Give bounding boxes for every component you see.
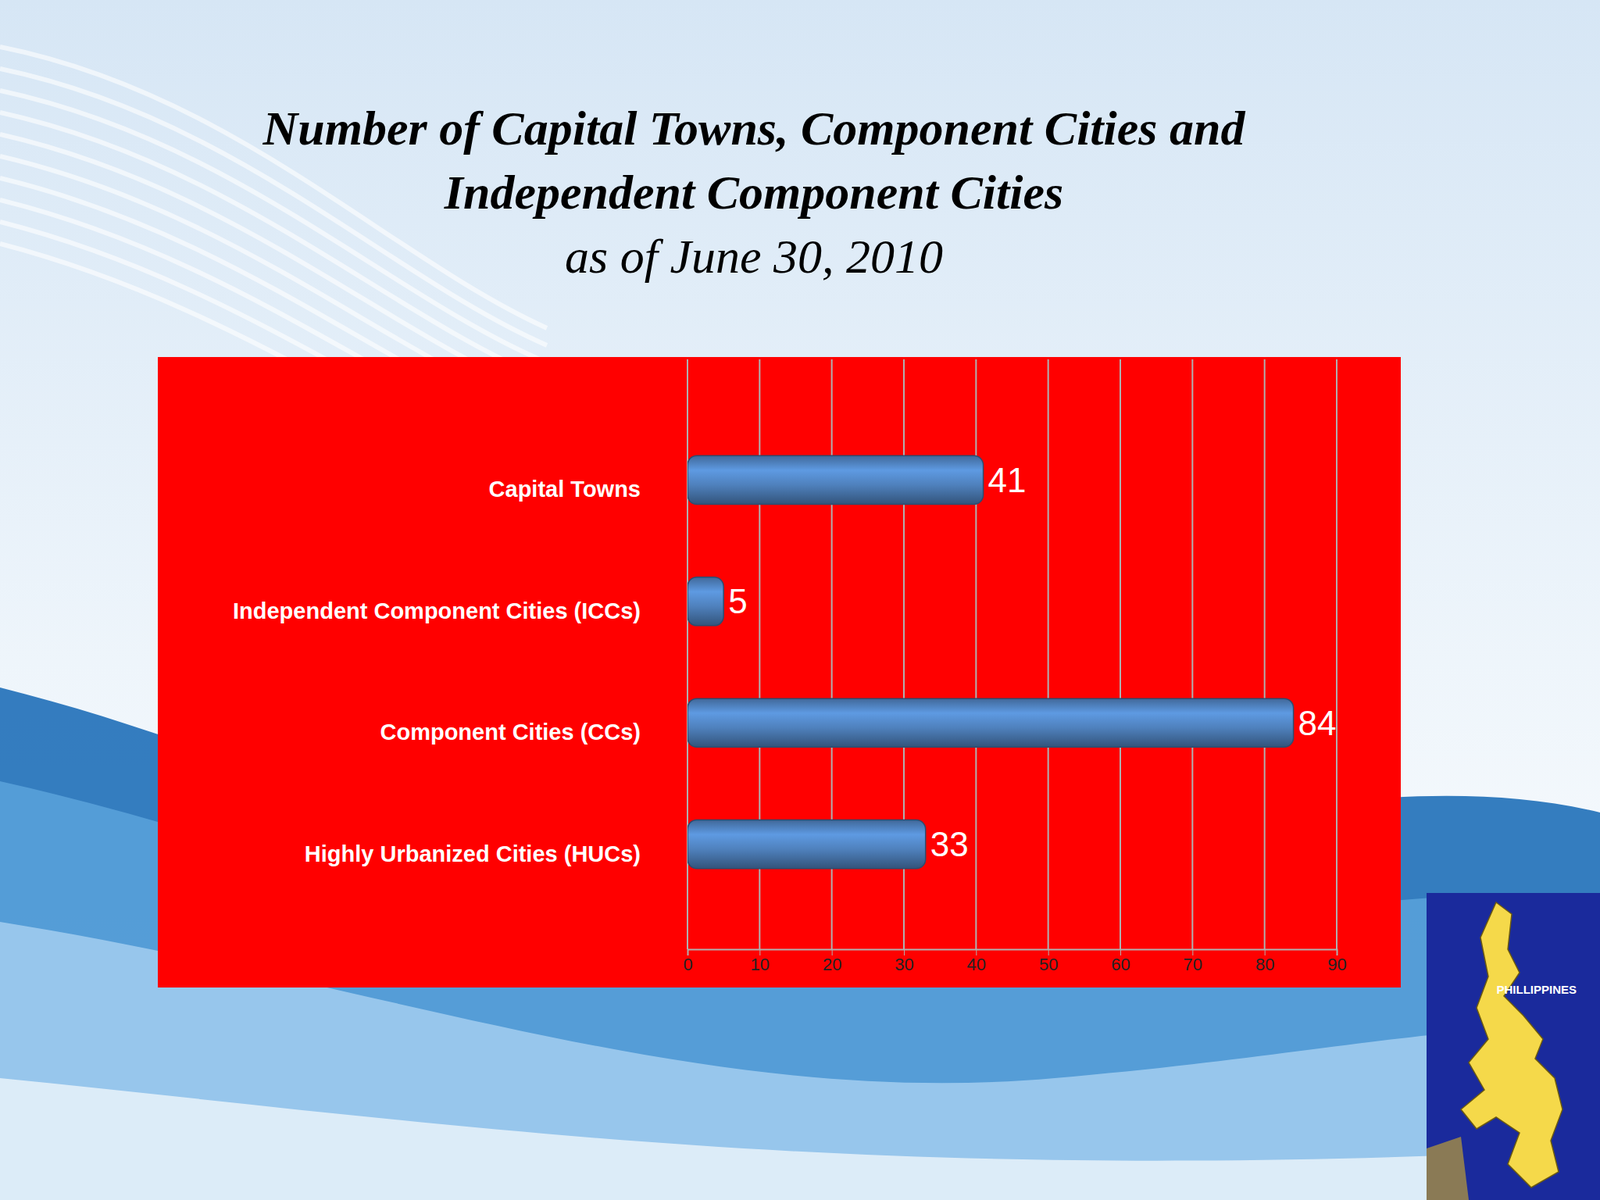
tick: 40 bbox=[967, 949, 986, 975]
title: Independent Component Cities bbox=[443, 165, 1064, 219]
category-labels: Capital Towns Independent Component Citie… bbox=[232, 476, 641, 866]
bar bbox=[687, 455, 984, 504]
tick: 30 bbox=[894, 949, 914, 975]
data-label: 41 bbox=[988, 460, 1027, 500]
category-label: Highly Urbanized Cities (HUCs) bbox=[304, 841, 641, 867]
tick-label: 70 bbox=[1183, 954, 1203, 975]
tick-label: 10 bbox=[750, 954, 770, 975]
grid-line bbox=[1119, 359, 1122, 950]
title-group: Number of Capital Towns, Component Citie… bbox=[262, 101, 1247, 283]
tick-label: 80 bbox=[1255, 954, 1275, 975]
data-label: 33 bbox=[930, 825, 969, 864]
data-label: 84 bbox=[1298, 703, 1337, 743]
map-inset: PHILLIPPINES bbox=[1426, 892, 1600, 1200]
wave bbox=[0, 1078, 1600, 1200]
tick: 20 bbox=[822, 949, 842, 975]
tick-label: 0 bbox=[682, 954, 693, 975]
tick: 60 bbox=[1110, 949, 1130, 975]
grid bbox=[687, 359, 1337, 950]
bar bbox=[687, 577, 724, 626]
map-land bbox=[1426, 1136, 1469, 1200]
tick-label: 30 bbox=[894, 954, 914, 975]
tick: 80 bbox=[1255, 949, 1275, 975]
tick: 90 bbox=[1327, 949, 1347, 975]
map-label: PHILLIPPINES bbox=[1496, 982, 1577, 997]
background bbox=[0, 0, 1600, 1200]
map-background bbox=[1426, 892, 1600, 1200]
grid-line bbox=[1047, 359, 1050, 950]
x-axis-line bbox=[688, 950, 1338, 957]
map-islands bbox=[1460, 902, 1563, 1188]
chart-panel bbox=[157, 357, 1401, 988]
tick-label: 50 bbox=[1039, 954, 1058, 975]
title: Number of Capital Towns, Component Citie… bbox=[262, 101, 1247, 155]
tick-label: 60 bbox=[1110, 954, 1130, 975]
data-label: 5 bbox=[728, 582, 747, 621]
grid-line bbox=[1264, 359, 1266, 950]
data-labels: 41 5 84 33 bbox=[728, 460, 1336, 864]
tick: 50 bbox=[1039, 949, 1058, 975]
chart-root: Number of Capital Towns, Component Citie… bbox=[0, 0, 1600, 1200]
bar bbox=[687, 820, 926, 869]
category-label: Independent Component Cities (ICCs) bbox=[232, 598, 641, 624]
waves bbox=[0, 46, 1600, 1200]
bars bbox=[687, 455, 1294, 868]
tick-label: 90 bbox=[1327, 954, 1347, 975]
category-label: Capital Towns bbox=[489, 476, 641, 502]
x-axis: 0 10 20 30 40 50 60 70 80 90 bbox=[682, 949, 1347, 975]
category-label: Component Cities (CCs) bbox=[380, 719, 642, 745]
bar bbox=[687, 698, 1294, 747]
grid-line bbox=[1191, 359, 1193, 950]
tick-label: 40 bbox=[967, 954, 986, 975]
grid-line bbox=[975, 359, 977, 950]
tick: 70 bbox=[1183, 949, 1203, 975]
subtitle: as of June 30, 2010 bbox=[564, 229, 943, 283]
tick: 0 bbox=[682, 949, 693, 975]
tick: 10 bbox=[750, 949, 770, 975]
grid-line bbox=[1335, 359, 1338, 950]
tick-label: 20 bbox=[822, 954, 842, 975]
